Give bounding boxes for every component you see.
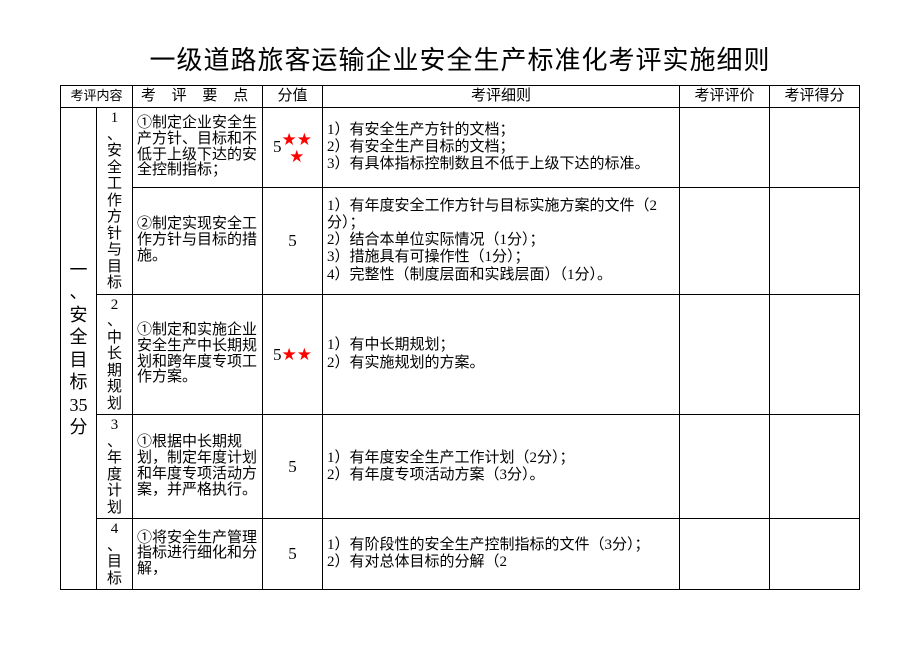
point-cell: ②制定实现安全工作方针与目标的措施。 [133, 187, 263, 294]
table-row: 2、中长期规划 ①制定和实施企业安全生产中长期规划和跨年度专项工作方案。 5★★… [61, 294, 860, 415]
subcategory-cell: 4、目标 [97, 519, 133, 590]
point-cell: ①制定企业安全生产方针、目标和不低于上级下达的安全控制指标； [133, 108, 263, 188]
table-header-row: 考评内容 考 评 要 点 分值 考评细则 考评评价 考评得分 [61, 86, 860, 108]
detail-cell: 1）有年度安全生产工作计划（2分）；2）有年度专项活动方案（3分）。 [323, 415, 680, 519]
header-score: 分值 [263, 86, 323, 108]
result-cell [770, 294, 860, 415]
header-point: 考 评 要 点 [133, 86, 263, 108]
result-cell [770, 415, 860, 519]
result-cell [770, 108, 860, 188]
result-cell [770, 187, 860, 294]
subcategory-cell: 2、中长期规划 [97, 294, 133, 415]
score-cell: 5 [263, 415, 323, 519]
score-cell: 5 [263, 519, 323, 590]
subcategory-cell: 3、年度计划 [97, 415, 133, 519]
eval-cell [680, 108, 770, 188]
eval-cell [680, 187, 770, 294]
table-row: 4、目标 ①将安全生产管理指标进行细化和分解， 5 1）有阶段性的安全生产控制指… [61, 519, 860, 590]
detail-cell: 1）有年度安全工作方针与目标实施方案的文件（2分）；2）结合本单位实际情况（1分… [323, 187, 680, 294]
header-result: 考评得分 [770, 86, 860, 108]
header-category: 考评内容 [61, 86, 133, 108]
eval-cell [680, 519, 770, 590]
evaluation-table: 考评内容 考 评 要 点 分值 考评细则 考评评价 考评得分 一 、 安 全 目… [60, 85, 860, 590]
detail-cell: 1）有安全生产方针的文档；2）有安全生产目标的文档；3）有具体指标控制数且不低于… [323, 108, 680, 188]
subcategory-cell: 1、安全工作方针与目标 [97, 108, 133, 295]
table-row: ②制定实现安全工作方针与目标的措施。 5 1）有年度安全工作方针与目标实施方案的… [61, 187, 860, 294]
detail-cell: 1）有中长期规划；2）有实施规划的方案。 [323, 294, 680, 415]
header-detail: 考评细则 [323, 86, 680, 108]
eval-cell [680, 294, 770, 415]
point-cell: ①制定和实施企业安全生产中长期规划和跨年度专项工作方案。 [133, 294, 263, 415]
score-cell: 5 [263, 187, 323, 294]
category-cell: 一 、 安 全 目 标 35 分 [61, 108, 97, 590]
point-cell: ①根据中长期规划，制定年度计划和年度专项活动方案，并严格执行。 [133, 415, 263, 519]
table-row: 一 、 安 全 目 标 35 分 1、安全工作方针与目标 ①制定企业安全生产方针… [61, 108, 860, 188]
score-cell: 5★★★ [263, 108, 323, 188]
star-icon: ★★★ [282, 131, 312, 165]
header-eval: 考评评价 [680, 86, 770, 108]
result-cell [770, 519, 860, 590]
score-cell: 5★★ [263, 294, 323, 415]
table-row: 3、年度计划 ①根据中长期规划，制定年度计划和年度专项活动方案，并严格执行。 5… [61, 415, 860, 519]
page-title: 一级道路旅客运输企业安全生产标准化考评实施细则 [60, 40, 860, 77]
point-cell: ①将安全生产管理指标进行细化和分解， [133, 519, 263, 590]
detail-cell: 1）有阶段性的安全生产控制指标的文件（3分）；2）有对总体目标的分解（2 [323, 519, 680, 590]
eval-cell [680, 415, 770, 519]
star-icon: ★★ [282, 345, 312, 364]
